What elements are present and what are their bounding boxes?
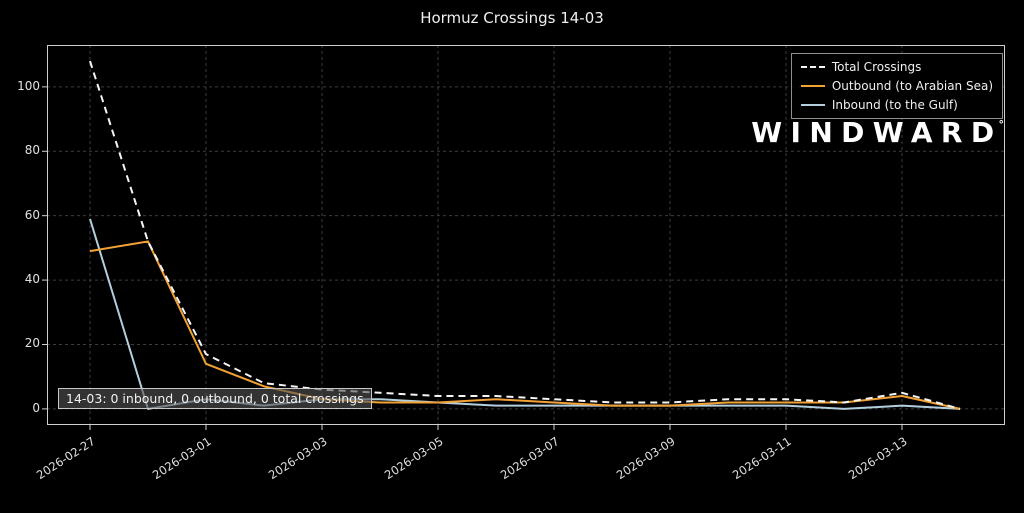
x-tick-label: 2026-03-09 [613,434,678,483]
legend-line-sample-total [800,66,825,68]
legend-label-inbound: Inbound (to the Gulf) [831,98,958,112]
y-tick-label: 80 [24,143,40,158]
y-tick-label: 20 [24,336,40,351]
legend-item-inbound: Inbound (to the Gulf) [800,98,993,112]
legend-line-sample-inbound [800,104,825,106]
legend-item-outbound: Outbound (to Arabian Sea) [800,79,993,93]
legend-item-total: Total Crossings [800,60,993,74]
windward-logo-mark: ° [998,118,1005,131]
x-tick-label: 2026-02-27 [33,434,98,483]
legend-label-total: Total Crossings [831,60,922,74]
x-tick-label: 2026-03-11 [729,434,794,483]
y-tick-label: 60 [24,207,40,222]
series-line-outbound [89,240,961,410]
y-tick-label: 100 [17,78,40,93]
series-line-total [89,60,961,410]
x-tick-label: 2026-03-01 [149,434,214,483]
x-tick-label: 2026-03-13 [845,434,910,483]
windward-logo: WINDWARD° [751,116,1008,149]
x-tick-label: 2026-03-03 [265,434,330,483]
series-line-inbound [89,218,961,410]
legend: Total Crossings Outbound (to Arabian Sea… [790,53,1003,119]
y-tick-label: 40 [24,272,40,287]
windward-logo-text: WINDWARD [751,116,1003,149]
legend-label-outbound: Outbound (to Arabian Sea) [831,79,993,93]
hover-tooltip: 14-03: 0 inbound, 0 outbound, 0 total cr… [58,388,372,409]
plot-border [47,45,1005,425]
chart-title: Hormuz Crossings 14-03 [420,9,604,27]
x-tick-label: 2026-03-07 [497,434,562,483]
y-tick-label: 0 [32,400,40,415]
legend-line-sample-outbound [800,85,825,87]
x-tick-label: 2026-03-05 [381,434,446,483]
